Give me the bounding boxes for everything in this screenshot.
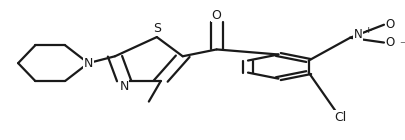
Text: S: S (152, 22, 160, 35)
Text: O: O (211, 9, 221, 22)
Text: ⁻: ⁻ (398, 39, 404, 52)
Text: N: N (353, 28, 362, 41)
Text: Cl: Cl (333, 111, 345, 124)
Text: O: O (384, 18, 394, 31)
Text: +: + (363, 26, 371, 35)
Text: N: N (83, 57, 93, 70)
Text: O: O (384, 36, 394, 49)
Text: N: N (119, 80, 128, 93)
